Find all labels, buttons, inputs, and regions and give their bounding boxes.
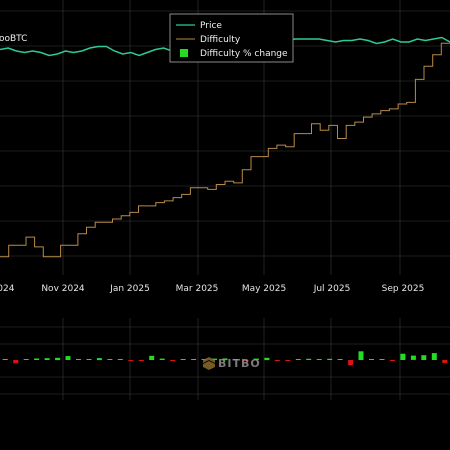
change-bar-23 (243, 360, 249, 361)
change-bar-31 (327, 358, 333, 360)
change-bar-5 (55, 357, 61, 361)
change-bar-15 (159, 358, 165, 360)
legend-change-swatch (180, 49, 188, 57)
change-bar-40 (421, 355, 427, 360)
change-bar-41 (431, 353, 437, 360)
ticker-label: ooBTC (0, 34, 27, 44)
change-bar-33 (348, 360, 354, 366)
x-tick-label-4: May 2025 (242, 284, 286, 294)
legend-price-label: Price (200, 21, 222, 31)
change-bar-42 (442, 360, 448, 363)
change-bar-8 (86, 359, 92, 360)
change-bar-10 (107, 359, 113, 360)
x-axis-ticks: 2024 Nov 2024 Jan 2025 Mar 2025 May 2025 Jul … (0, 284, 424, 294)
change-bar-26 (274, 360, 280, 361)
watermark-text: BITBO (218, 357, 261, 370)
change-bar-7 (76, 359, 81, 360)
bitbo-watermark: BITBO (203, 357, 261, 370)
change-bar-24 (253, 358, 259, 360)
x-tick-label-6: Sep 2025 (382, 284, 425, 294)
x-tick-label-1: Nov 2024 (41, 284, 85, 294)
change-bar-18 (191, 359, 197, 360)
change-bar-21 (222, 358, 228, 361)
change-bar-6 (65, 356, 71, 360)
change-bar-13 (138, 360, 144, 361)
change-bar-16 (170, 360, 176, 361)
change-bar-36 (379, 359, 385, 360)
change-bar-22 (233, 359, 238, 360)
change-bar-11 (117, 359, 123, 360)
change-bar-28 (295, 359, 301, 360)
change-bar-35 (369, 359, 374, 360)
difficulty-series-line (0, 42, 450, 258)
legend-change-label: Difficulty % change (200, 49, 288, 59)
x-tick-label-3: Mar 2025 (176, 284, 219, 294)
change-bar-30 (316, 359, 322, 360)
change-bar-12 (128, 360, 134, 361)
change-bar-4 (44, 358, 50, 360)
x-tick-label-0: 2024 (0, 284, 15, 294)
x-tick-label-5: Jul 2025 (313, 284, 351, 294)
legend: Price Difficulty Difficulty % change (169, 13, 294, 63)
change-bar-32 (337, 359, 343, 360)
bitbo-logo-icon (203, 357, 215, 370)
change-bar-14 (149, 355, 155, 360)
change-bar-20 (212, 358, 217, 360)
change-bar-25 (264, 357, 270, 361)
change-bar-1 (13, 360, 19, 364)
change-bar-3 (34, 358, 40, 360)
change-bar-37 (389, 360, 395, 361)
change-bar-9 (96, 358, 102, 361)
change-bar-0 (2, 359, 8, 360)
change-bar-39 (410, 355, 416, 360)
change-bar-2 (23, 359, 29, 360)
legend-difficulty-label: Difficulty (200, 35, 241, 45)
change-bar-34 (358, 351, 364, 360)
change-bar-27 (285, 360, 291, 361)
change-bar-38 (400, 353, 406, 360)
change-bar-17 (180, 359, 186, 360)
change-bar-29 (306, 358, 312, 360)
x-tick-label-2: Jan 2025 (109, 284, 150, 294)
legend-box (169, 13, 294, 63)
